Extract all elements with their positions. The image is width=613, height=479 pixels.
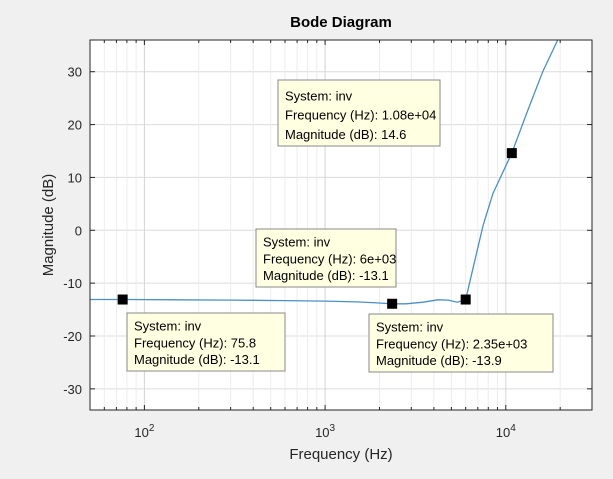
y-tick-label: 10 [68, 170, 82, 185]
datatip-box [368, 313, 554, 373]
axes-box [89, 39, 593, 411]
y-tick-label: 0 [75, 223, 82, 238]
series-line-layer [90, 40, 559, 305]
x-tick-exponent: 2 [149, 423, 155, 434]
y-tick-label: 20 [68, 118, 82, 133]
datatip-line: System: inv [134, 319, 202, 334]
datatip-marker [117, 294, 128, 305]
datatip-line: Frequency (Hz): 6e+03 [263, 251, 396, 266]
chart-title: Bode Diagram [290, 14, 392, 31]
y-tick-labels: -30 -20 -10 0 10 20 30 [63, 65, 82, 397]
magnitude-line [90, 40, 559, 305]
y-axis-title: Magnitude (dB) [40, 174, 57, 277]
tick-marks [89, 40, 593, 410]
datatip-line: Frequency (Hz): 1.08e+04 [285, 108, 436, 123]
datatip: System: inv Frequency (Hz): 1.08e+04 Magni… [277, 79, 441, 147]
datatip-line: System: inv [285, 88, 353, 103]
datatip-line: Magnitude (dB): 14.6 [285, 127, 406, 142]
y-tick-label: -30 [63, 382, 82, 397]
y-tick-label: -20 [63, 329, 82, 344]
datatip-box [126, 312, 286, 372]
x-tick-base: 10 [496, 425, 510, 440]
x-tick-base: 10 [134, 425, 148, 440]
datatip-line: Magnitude (dB): -13.1 [263, 268, 389, 283]
x-tick-label: 102 [134, 423, 154, 440]
datatip-marker [387, 298, 398, 309]
x-tick-exponent: 4 [510, 423, 516, 434]
x-tick-base: 10 [315, 425, 329, 440]
x-tick-label: 103 [315, 423, 335, 440]
datatip-line: Magnitude (dB): -13.9 [376, 353, 502, 368]
datatip-box [255, 228, 397, 288]
datatip-box [277, 79, 441, 147]
datatip-markers [117, 148, 517, 309]
x-tick-exponent: 3 [330, 423, 336, 434]
datatip-line: Magnitude (dB): -13.1 [134, 352, 260, 367]
datatip-marker [460, 294, 471, 305]
x-tick-label: 104 [496, 423, 516, 440]
datatip-marker [506, 148, 517, 159]
x-axis-title: Frequency (Hz) [289, 446, 392, 463]
datatip-line: System: inv [376, 320, 444, 335]
y-tick-label: 30 [68, 65, 82, 80]
datatip-line: System: inv [263, 235, 331, 250]
datatip-line: Frequency (Hz): 2.35e+03 [376, 336, 527, 351]
x-tick-labels: 102 103 104 [134, 423, 516, 440]
datatip-line: Frequency (Hz): 75.8 [134, 335, 256, 350]
y-tick-label: -10 [63, 276, 82, 291]
